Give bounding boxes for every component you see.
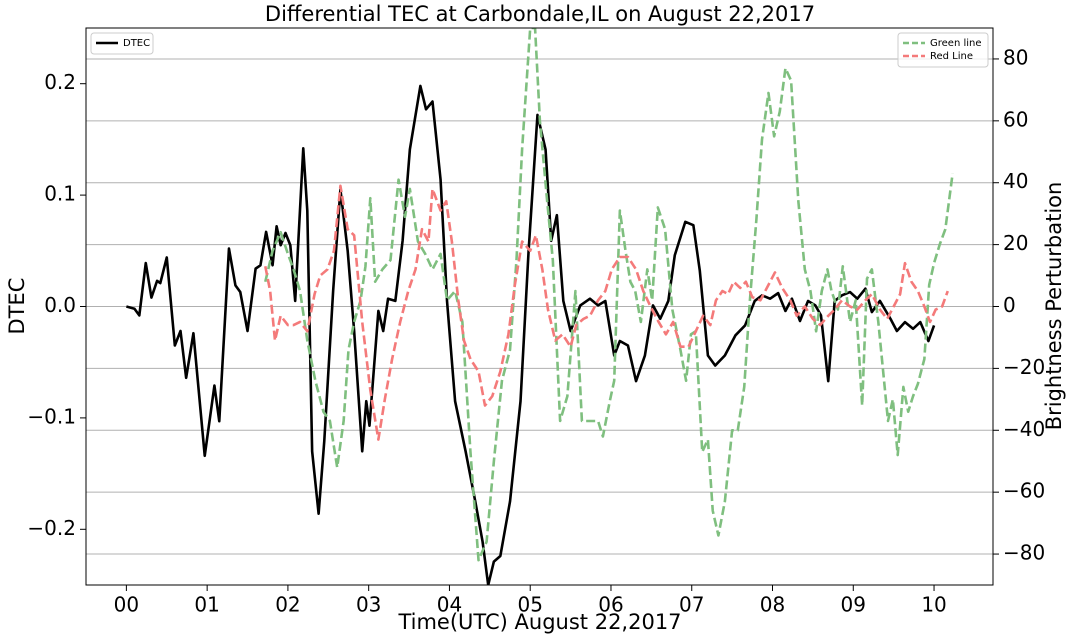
x-tick-label: 02 — [275, 593, 300, 617]
x-tick-label: 09 — [841, 593, 866, 617]
x-tick-label: 00 — [114, 593, 139, 617]
y2-tick-label: 20 — [1003, 231, 1028, 255]
y2-tick-label: −20 — [1003, 355, 1045, 379]
x-tick-label: 01 — [194, 593, 219, 617]
y-tick-label: −0.1 — [27, 404, 76, 428]
y2-axis-label: Brightness Perturbation — [1042, 182, 1066, 431]
x-tick-label: 05 — [517, 593, 542, 617]
y2-tick-label: 80 — [1003, 45, 1028, 69]
legend-box — [90, 32, 154, 55]
y-tick-label: 0.0 — [44, 293, 76, 317]
legends: DTEC Green line Red Line — [90, 32, 989, 68]
x-tick-label: 07 — [679, 593, 704, 617]
y2-tick-label: 0 — [1003, 293, 1016, 317]
legend-label: Red Line — [930, 51, 973, 62]
axes: 00 01 02 03 04 05 06 07 08 09 10 −0.2 −0.1 0.0 0.1 0.2 −… — [27, 45, 1045, 616]
line-series — [264, 28, 954, 562]
x-tick-label: 08 — [760, 593, 785, 617]
x-tick-label: 04 — [437, 593, 462, 617]
y-tick-label: −0.2 — [27, 516, 76, 540]
y-axis-label: DTEC — [5, 278, 29, 335]
legend-label: Green line — [930, 38, 982, 49]
y2-tick-label: 60 — [1003, 107, 1028, 131]
x-tick-label: 06 — [598, 593, 623, 617]
legend-box — [897, 32, 989, 68]
legend-label: DTEC — [123, 38, 150, 49]
y-tick-label: 0.2 — [44, 70, 76, 94]
x-tick-label: 10 — [921, 593, 946, 617]
y-tick-label: 0.1 — [44, 182, 76, 206]
x-axis-label: Time(UTC) August 22,2017 — [397, 610, 681, 634]
line-series — [126, 84, 936, 585]
y2-tick-label: 40 — [1003, 169, 1028, 193]
chart-title: Differential TEC at Carbondale,IL on Aug… — [265, 2, 815, 26]
y2-tick-label: −60 — [1003, 479, 1045, 503]
y2-tick-label: −80 — [1003, 541, 1045, 565]
plot-lines — [126, 28, 954, 585]
y2-tick-label: −40 — [1003, 417, 1045, 441]
grid — [86, 58, 993, 555]
line-series — [264, 184, 949, 441]
x-tick-label: 03 — [356, 593, 381, 617]
